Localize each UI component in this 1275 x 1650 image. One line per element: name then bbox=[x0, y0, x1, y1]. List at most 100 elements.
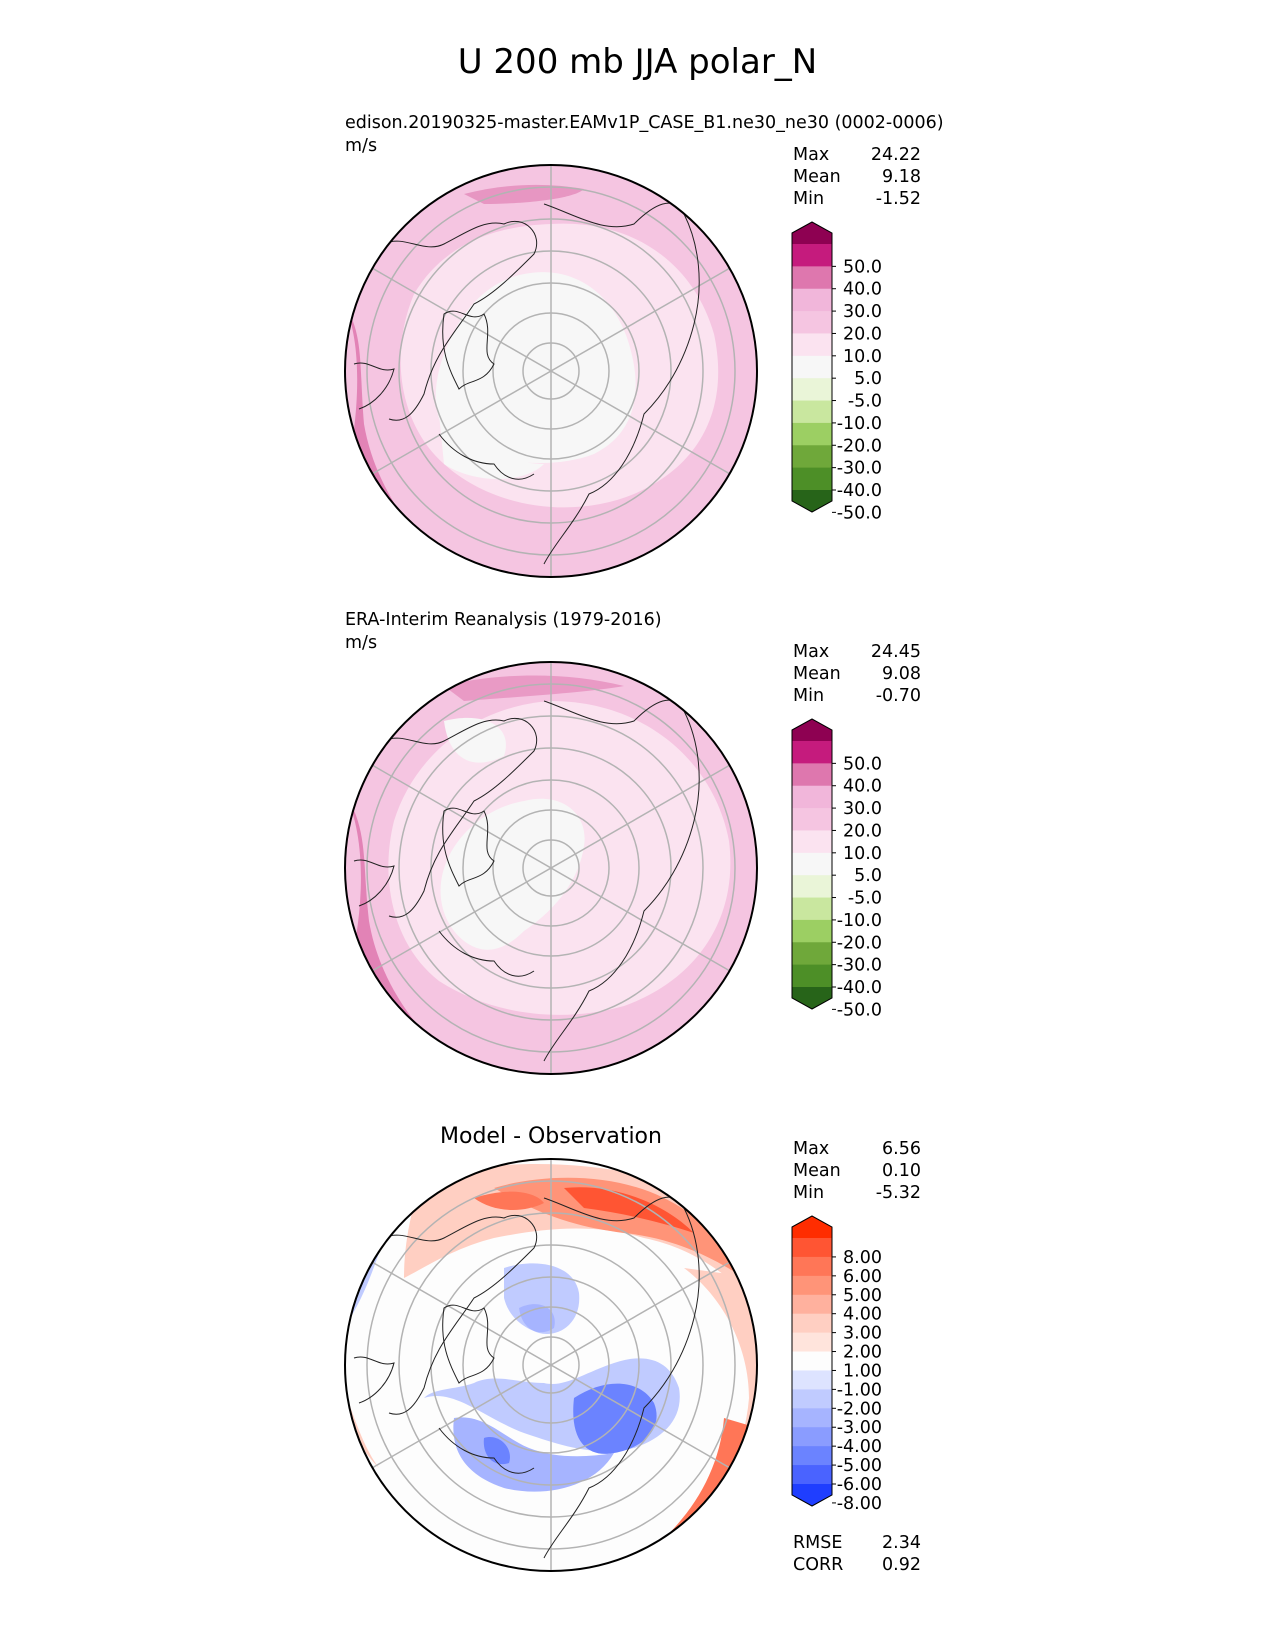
colorbar-tick-label: -20.0 bbox=[837, 933, 882, 953]
colorbar-tick-label: -20.0 bbox=[837, 436, 882, 456]
panel-2-title: ERA-Interim Reanalysis (1979-2016) bbox=[345, 610, 662, 630]
colorbar-tick-label: 20.0 bbox=[843, 324, 882, 344]
colorbar-outline bbox=[791, 1215, 833, 1507]
colorbar-bottom-extension bbox=[792, 1484, 832, 1506]
rmse-label: RMSE bbox=[793, 1533, 843, 1553]
colorbar-tick-label: 2.00 bbox=[843, 1343, 882, 1363]
colorbar-tick-label: 5.00 bbox=[843, 1286, 882, 1306]
colorbar-segment bbox=[792, 785, 832, 809]
colorbar-tick-label: -30.0 bbox=[837, 956, 882, 976]
colorbar-segment bbox=[792, 400, 832, 424]
colorbar-tick-label: -4.00 bbox=[837, 1437, 882, 1457]
panel-1-mean-value: 9.18 bbox=[882, 167, 921, 187]
panel-2-mean-label: Mean bbox=[793, 664, 841, 684]
panel-2-colorbar: 50.0 40.030.020.0 10.05.0 -5.0-10.0-20.0 -30… bbox=[791, 718, 882, 1020]
colorbar-tick-label: -5.0 bbox=[848, 392, 882, 412]
colorbar-segment bbox=[792, 1446, 832, 1466]
colorbar-tick-label: -2.00 bbox=[837, 1399, 882, 1419]
colorbar-segment bbox=[792, 808, 832, 831]
panel-3-max-value: 6.56 bbox=[882, 1139, 921, 1159]
colorbar-tick-label: -50.0 bbox=[837, 503, 882, 523]
colorbar-tick-label: 3.00 bbox=[843, 1324, 882, 1344]
panel-2-min-value: -0.70 bbox=[875, 686, 921, 706]
colorbar-tick-label: -8.00 bbox=[837, 1494, 882, 1514]
panel-2-max-label: Max bbox=[793, 642, 830, 662]
panel-2-coastlines bbox=[353, 699, 700, 1062]
colorbar-tick-label: 4.00 bbox=[843, 1305, 882, 1325]
panel-2-max-value: 24.45 bbox=[870, 642, 921, 662]
panel-3-min-label: Min bbox=[793, 1183, 825, 1203]
panel-3-mean-label: Mean bbox=[793, 1161, 841, 1181]
colorbar-tick-label: -40.0 bbox=[837, 978, 882, 998]
panel-1-min-label: Min bbox=[793, 189, 825, 209]
colorbar-segment bbox=[792, 355, 832, 379]
colorbar-segment bbox=[792, 1370, 832, 1390]
colorbar-tick-label: 40.0 bbox=[843, 777, 882, 797]
colorbar-outline bbox=[791, 221, 833, 513]
colorbar-segment bbox=[792, 942, 832, 966]
figure-title: U 200 mb JJA polar_N bbox=[457, 42, 818, 82]
colorbar-tick-label: -50.0 bbox=[837, 1000, 882, 1020]
colorbar-segment bbox=[792, 445, 832, 469]
panel-2-mean-value: 9.08 bbox=[882, 664, 921, 684]
colorbar-top-extension bbox=[792, 1216, 832, 1238]
colorbar-tick-label: 40.0 bbox=[843, 280, 882, 300]
panel-3-stats: Max 6.56 Mean 0.10 Min -5.32 bbox=[793, 1138, 921, 1204]
colorbar-segment bbox=[792, 378, 832, 402]
colorbar-segment bbox=[792, 1275, 832, 1296]
colorbar-tick-label: 5.0 bbox=[854, 866, 882, 886]
panel-1-max-value: 24.22 bbox=[870, 145, 921, 165]
colorbar-top-extension bbox=[792, 719, 832, 741]
colorbar-segment bbox=[792, 1389, 832, 1409]
panel-3-mean-value: 0.10 bbox=[882, 1161, 921, 1181]
colorbar-tick-label: 50.0 bbox=[843, 754, 882, 774]
colorbar-tick-label: -1.00 bbox=[837, 1380, 882, 1400]
colorbar-segment bbox=[792, 763, 832, 787]
colorbar-segment bbox=[792, 288, 832, 312]
colorbar-segment bbox=[792, 897, 832, 921]
colorbar-tick-label: 30.0 bbox=[843, 799, 882, 819]
colorbar-segment bbox=[792, 1351, 832, 1371]
panel-1-coastlines bbox=[353, 202, 700, 565]
panel-3-colorbar: 8.006.005.004.003.002.001.00-1.00-2.00-3… bbox=[791, 1215, 882, 1514]
panel-2-units: m/s bbox=[345, 633, 378, 653]
colorbar-segment bbox=[792, 1408, 832, 1428]
colorbar-outline bbox=[791, 718, 833, 1010]
colorbar-segment bbox=[792, 919, 832, 943]
corr-value: 0.92 bbox=[882, 1555, 921, 1575]
panel-3-coastlines bbox=[353, 1196, 700, 1559]
colorbar-tick-label: 10.0 bbox=[843, 844, 882, 864]
panel-3-title: Model - Observation bbox=[440, 1124, 662, 1149]
colorbar-bottom-extension bbox=[792, 987, 832, 1009]
colorbar-tick-label: -5.00 bbox=[837, 1456, 882, 1476]
panel-2-map bbox=[344, 661, 758, 1075]
colorbar-top-extension bbox=[792, 222, 832, 244]
rmse-value: 2.34 bbox=[882, 1533, 921, 1553]
colorbar-tick-label: 5.0 bbox=[854, 369, 882, 389]
panel-1-min-value: -1.52 bbox=[875, 189, 921, 209]
colorbar-tick-label: 1.00 bbox=[843, 1361, 882, 1381]
colorbar-tick-label: -6.00 bbox=[837, 1475, 882, 1495]
panel-1-map bbox=[344, 164, 758, 578]
colorbar-tick-label: -10.0 bbox=[837, 911, 882, 931]
panel-1-mean-label: Mean bbox=[793, 167, 841, 187]
colorbar-bottom-extension bbox=[792, 490, 832, 512]
colorbar-segment bbox=[792, 333, 832, 357]
colorbar-tick-label: -5.0 bbox=[848, 889, 882, 909]
panel-1-units: m/s bbox=[345, 136, 378, 156]
colorbar-segment bbox=[792, 266, 832, 290]
panel-1-max-label: Max bbox=[793, 145, 830, 165]
panel-3-map bbox=[344, 1158, 758, 1572]
colorbar-segment bbox=[792, 964, 832, 988]
colorbar-segment bbox=[792, 1256, 832, 1277]
panel-1-stats: Max 24.22 Mean 9.18 Min -1.52 bbox=[793, 144, 921, 210]
panel-3-max-label: Max bbox=[793, 1139, 830, 1159]
corr-label: CORR bbox=[793, 1555, 844, 1575]
colorbar-segment bbox=[792, 244, 832, 267]
colorbar-tick-label: 10.0 bbox=[843, 347, 882, 367]
colorbar-tick-label: -3.00 bbox=[837, 1418, 882, 1438]
panel-1-colorbar: 50.0 40.030.020.0 10.05.0 -5.0-10.0-20.0 -30… bbox=[791, 221, 882, 523]
colorbar-segment bbox=[792, 1238, 832, 1258]
colorbar-segment bbox=[792, 467, 832, 491]
colorbar-tick-label: 30.0 bbox=[843, 302, 882, 322]
